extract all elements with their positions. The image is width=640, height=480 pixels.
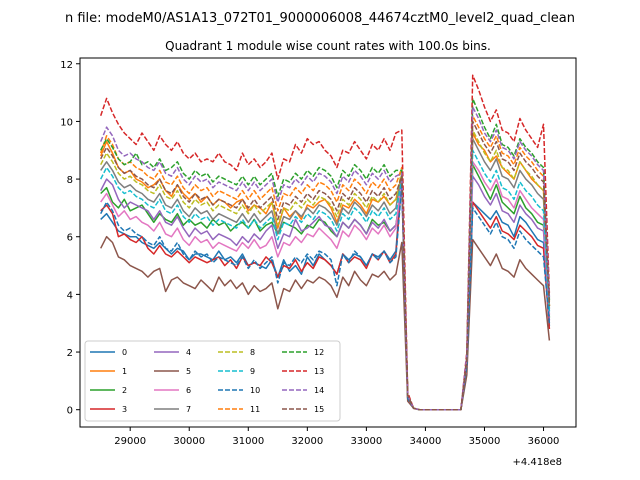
x-tick-label: 31000 xyxy=(232,436,264,447)
series-line-13 xyxy=(99,74,551,411)
y-tick-label: 2 xyxy=(67,348,73,359)
legend-label-8: 8 xyxy=(250,348,255,357)
x-tick-label: 35000 xyxy=(469,436,501,447)
y-tick-label: 6 xyxy=(67,233,73,244)
x-tick-label: 32000 xyxy=(291,436,323,447)
series-line-9 xyxy=(100,149,551,411)
legend-label-14: 14 xyxy=(314,386,324,395)
legend-label-11: 11 xyxy=(250,405,260,414)
series-line-15 xyxy=(100,120,551,411)
series-line-4 xyxy=(100,175,551,411)
x-tick-label: 36000 xyxy=(528,436,560,447)
legend-label-10: 10 xyxy=(250,386,260,395)
x-offset-label: +4.418e8 xyxy=(512,457,562,468)
legend-label-4: 4 xyxy=(186,348,191,357)
legend-label-6: 6 xyxy=(186,386,191,395)
series-line-11 xyxy=(99,114,551,411)
axis-ticks: 29000 30000 31000 32000 33000 34000 35000 36000… xyxy=(60,60,559,447)
series-line-10 xyxy=(100,184,551,411)
legend-label-5: 5 xyxy=(186,367,191,376)
series-line-3 xyxy=(100,178,551,411)
series-line-6 xyxy=(100,161,551,411)
x-tick-label: 29000 xyxy=(114,436,146,447)
legend-label-2: 2 xyxy=(122,386,127,395)
legend-label-0: 0 xyxy=(122,348,127,357)
x-tick-label: 30000 xyxy=(173,436,205,447)
legend-label-7: 7 xyxy=(186,405,191,414)
legend-label-13: 13 xyxy=(314,367,324,376)
series-line-12 xyxy=(100,97,551,411)
x-tick-label: 34000 xyxy=(410,436,442,447)
series-line-7 xyxy=(100,137,551,411)
y-tick-label: 12 xyxy=(60,60,73,71)
legend-label-1: 1 xyxy=(122,367,127,376)
y-tick-label: 4 xyxy=(67,290,73,301)
series-line-5 xyxy=(100,235,551,411)
figure-suptitle: n file: modeM0/AS1A13_072T01_9000006008_… xyxy=(65,11,575,26)
axes-frame xyxy=(79,57,577,428)
y-tick-label: 0 xyxy=(67,406,73,417)
y-tick-label: 10 xyxy=(60,117,73,128)
y-tick-label: 8 xyxy=(67,175,73,186)
series-line-8 xyxy=(100,129,551,411)
series-line-14 xyxy=(100,106,551,411)
legend-label-15: 15 xyxy=(314,405,324,414)
chart-title: Quadrant 1 module wise count rates with … xyxy=(165,39,491,53)
legend-box xyxy=(84,340,341,422)
legend-label-9: 9 xyxy=(250,367,255,376)
legend-label-3: 3 xyxy=(122,405,127,414)
legend-label-12: 12 xyxy=(314,348,324,357)
series-line-2 xyxy=(100,163,551,411)
plot-area xyxy=(99,74,551,411)
x-tick-label: 33000 xyxy=(350,436,382,447)
